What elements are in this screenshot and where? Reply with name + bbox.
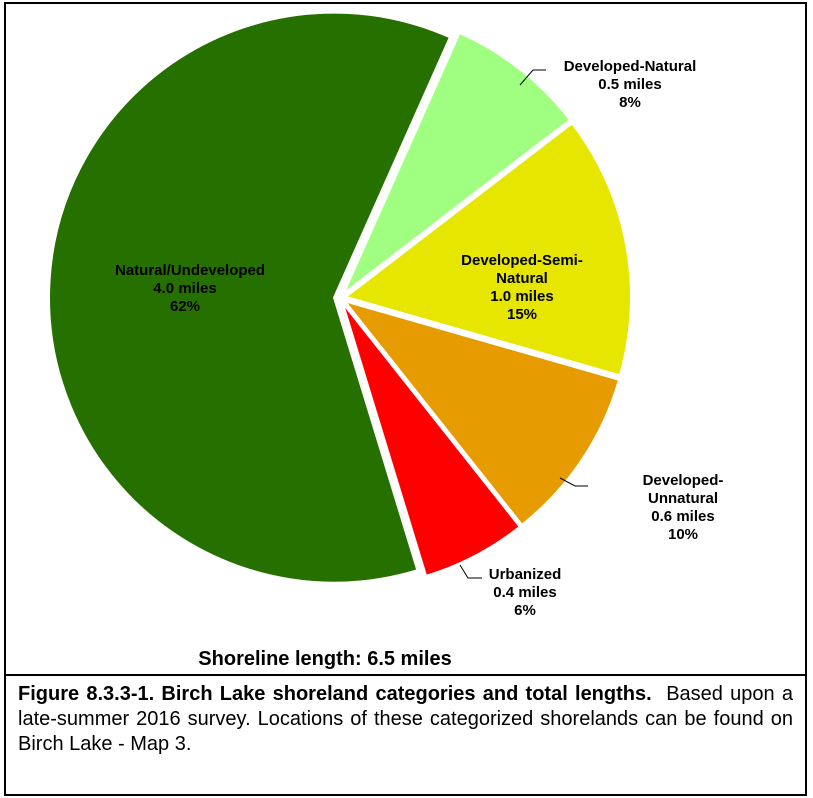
- slice-label: Developed-Unnatural 0.6 miles 10%: [613, 472, 753, 544]
- category-label: Natural/Undeveloped: [115, 262, 266, 279]
- slice-label: Developed-Natural 0.5 miles 8%: [560, 58, 700, 112]
- slice-label: Urbanized 0.4 miles 6%: [455, 566, 595, 620]
- leader-line: [459, 564, 482, 579]
- pie-slice: [342, 31, 572, 295]
- percent-label: 15%: [506, 306, 538, 323]
- chart-frame: [4, 2, 807, 676]
- leader-line: [559, 477, 588, 487]
- category-label: Urbanized: [488, 566, 562, 583]
- length-label: 4.0 miles: [153, 280, 217, 297]
- chart-subtitle: Shoreline length: 6.5 miles: [198, 648, 452, 670]
- pie-slice: [48, 11, 452, 584]
- pie-slice: [342, 299, 621, 527]
- pie-slice: [341, 302, 522, 578]
- length-label: 1.0 miles: [490, 288, 554, 305]
- percent-label: 62%: [169, 298, 201, 315]
- percent-label: 6%: [514, 602, 536, 619]
- caption: Figure 8.3.3-1. Birch Lake shoreland cat…: [4, 674, 807, 796]
- caption-text: Based upon a late-summer 2016 survey. Lo…: [18, 683, 794, 755]
- category-label: Developed-Unnatural: [642, 472, 724, 507]
- percent-label: 10%: [667, 526, 699, 543]
- caption-title: Figure 8.3.3-1. Birch Lake shoreland cat…: [18, 683, 652, 705]
- pie-slice: [343, 121, 632, 377]
- category-label: Developed-Semi-Natural: [461, 252, 583, 287]
- percent-label: 8%: [619, 94, 641, 111]
- slice-label: Developed-Semi-Natural 1.0 miles 15%: [452, 252, 592, 324]
- length-label: 0.6 miles: [651, 508, 715, 525]
- leader-line: [519, 69, 546, 86]
- category-label: Developed-Natural: [563, 58, 697, 75]
- slice-label: Natural/Undeveloped 4.0 miles 62%: [115, 262, 266, 316]
- length-label: 0.4 miles: [493, 584, 557, 601]
- chart: [48, 11, 632, 584]
- length-label: 0.5 miles: [598, 76, 662, 93]
